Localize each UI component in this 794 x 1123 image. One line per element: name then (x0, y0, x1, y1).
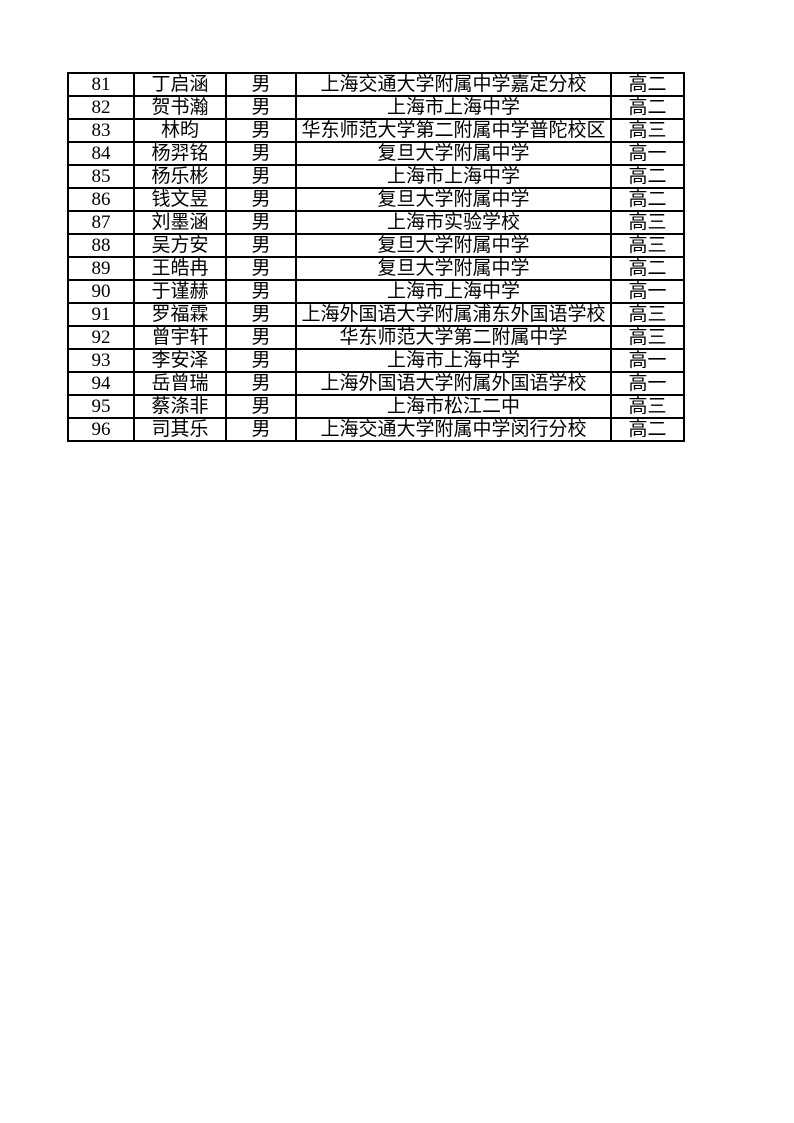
gender-cell: 男 (225, 233, 297, 258)
grade-cell: 高二 (610, 256, 685, 281)
name-cell: 林昀 (133, 118, 227, 143)
gender-cell: 男 (225, 302, 297, 327)
name-cell: 贺书瀚 (133, 95, 227, 120)
grade-cell: 高一 (610, 279, 685, 304)
name-cell: 岳曾瑞 (133, 371, 227, 396)
gender-cell: 男 (225, 348, 297, 373)
number-cell: 81 (67, 72, 135, 97)
school-cell: 复旦大学附属中学 (295, 141, 612, 166)
number-cell: 90 (67, 279, 135, 304)
number-cell: 85 (67, 164, 135, 189)
grade-cell: 高三 (610, 210, 685, 235)
gender-cell: 男 (225, 164, 297, 189)
name-cell: 李安泽 (133, 348, 227, 373)
school-cell: 上海市上海中学 (295, 95, 612, 120)
gender-cell: 男 (225, 210, 297, 235)
name-cell: 罗福霖 (133, 302, 227, 327)
number-cell: 93 (67, 348, 135, 373)
grade-cell: 高二 (610, 72, 685, 97)
gender-cell: 男 (225, 279, 297, 304)
number-cell: 94 (67, 371, 135, 396)
number-cell: 84 (67, 141, 135, 166)
grade-cell: 高三 (610, 233, 685, 258)
gender-cell: 男 (225, 371, 297, 396)
name-cell: 于谨赫 (133, 279, 227, 304)
grade-cell: 高三 (610, 302, 685, 327)
school-cell: 上海市上海中学 (295, 164, 612, 189)
table-row: 81 丁启涵男上海交通大学附属中学嘉定分校 高二 (67, 72, 685, 97)
grade-cell: 高三 (610, 394, 685, 419)
table-row: 91 罗福霖男上海外国语大学附属浦东外国语学校 高三 (67, 302, 685, 327)
school-cell: 华东师范大学第二附属中学 (295, 325, 612, 350)
number-cell: 89 (67, 256, 135, 281)
school-cell: 上海外国语大学附属浦东外国语学校 (295, 302, 612, 327)
gender-cell: 男 (225, 256, 297, 281)
table-row: 87 刘墨涵男上海市实验学校 高三 (67, 210, 685, 235)
table-row: 82 贺书瀚男上海市上海中学 高二 (67, 95, 685, 120)
school-cell: 华东师范大学第二附属中学普陀校区 (295, 118, 612, 143)
table-row: 89 王皓冉男复旦大学附属中学 高二 (67, 256, 685, 281)
table-row: 90 于谨赫男上海市上海中学 高一 (67, 279, 685, 304)
school-cell: 上海市实验学校 (295, 210, 612, 235)
grade-cell: 高二 (610, 164, 685, 189)
table-row: 93 李安泽男上海市上海中学 高一 (67, 348, 685, 373)
school-cell: 上海市上海中学 (295, 279, 612, 304)
school-cell: 复旦大学附属中学 (295, 256, 612, 281)
grade-cell: 高二 (610, 95, 685, 120)
number-cell: 87 (67, 210, 135, 235)
table-row: 86 钱文昱男复旦大学附属中学 高二 (67, 187, 685, 212)
grade-cell: 高二 (610, 417, 685, 442)
school-cell: 复旦大学附属中学 (295, 187, 612, 212)
school-cell: 上海市上海中学 (295, 348, 612, 373)
number-cell: 91 (67, 302, 135, 327)
number-cell: 88 (67, 233, 135, 258)
grade-cell: 高一 (610, 371, 685, 396)
gender-cell: 男 (225, 118, 297, 143)
name-cell: 蔡涤非 (133, 394, 227, 419)
grade-cell: 高一 (610, 348, 685, 373)
school-cell: 上海交通大学附属中学闵行分校 (295, 417, 612, 442)
name-cell: 刘墨涵 (133, 210, 227, 235)
student-table: 81 丁启涵男上海交通大学附属中学嘉定分校 高二 82 贺书瀚男上海市上海中学 高二 83 林… (67, 72, 685, 442)
gender-cell: 男 (225, 95, 297, 120)
name-cell: 钱文昱 (133, 187, 227, 212)
student-table-body: 81 丁启涵男上海交通大学附属中学嘉定分校 高二 82 贺书瀚男上海市上海中学 高二 83 林… (67, 72, 685, 442)
school-cell: 上海市松江二中 (295, 394, 612, 419)
grade-cell: 高三 (610, 118, 685, 143)
gender-cell: 男 (225, 187, 297, 212)
gender-cell: 男 (225, 141, 297, 166)
name-cell: 杨乐彬 (133, 164, 227, 189)
table-row: 94 岳曾瑞男上海外国语大学附属外国语学校 高一 (67, 371, 685, 396)
name-cell: 吴方安 (133, 233, 227, 258)
number-cell: 86 (67, 187, 135, 212)
name-cell: 曾宇轩 (133, 325, 227, 350)
school-cell: 上海外国语大学附属外国语学校 (295, 371, 612, 396)
table-row: 96 司其乐男上海交通大学附属中学闵行分校 高二 (67, 417, 685, 442)
table-row: 85 杨乐彬男上海市上海中学 高二 (67, 164, 685, 189)
number-cell: 82 (67, 95, 135, 120)
number-cell: 96 (67, 417, 135, 442)
gender-cell: 男 (225, 417, 297, 442)
name-cell: 丁启涵 (133, 72, 227, 97)
table-row: 95 蔡涤非男上海市松江二中 高三 (67, 394, 685, 419)
gender-cell: 男 (225, 72, 297, 97)
name-cell: 王皓冉 (133, 256, 227, 281)
number-cell: 95 (67, 394, 135, 419)
grade-cell: 高三 (610, 325, 685, 350)
grade-cell: 高二 (610, 187, 685, 212)
gender-cell: 男 (225, 394, 297, 419)
table-row: 88 吴方安男复旦大学附属中学 高三 (67, 233, 685, 258)
school-cell: 复旦大学附属中学 (295, 233, 612, 258)
number-cell: 83 (67, 118, 135, 143)
table-row: 92 曾宇轩男华东师范大学第二附属中学 高三 (67, 325, 685, 350)
number-cell: 92 (67, 325, 135, 350)
grade-cell: 高一 (610, 141, 685, 166)
name-cell: 杨羿铭 (133, 141, 227, 166)
school-cell: 上海交通大学附属中学嘉定分校 (295, 72, 612, 97)
name-cell: 司其乐 (133, 417, 227, 442)
table-row: 84 杨羿铭男复旦大学附属中学 高一 (67, 141, 685, 166)
table-row: 83 林昀男华东师范大学第二附属中学普陀校区 高三 (67, 118, 685, 143)
gender-cell: 男 (225, 325, 297, 350)
